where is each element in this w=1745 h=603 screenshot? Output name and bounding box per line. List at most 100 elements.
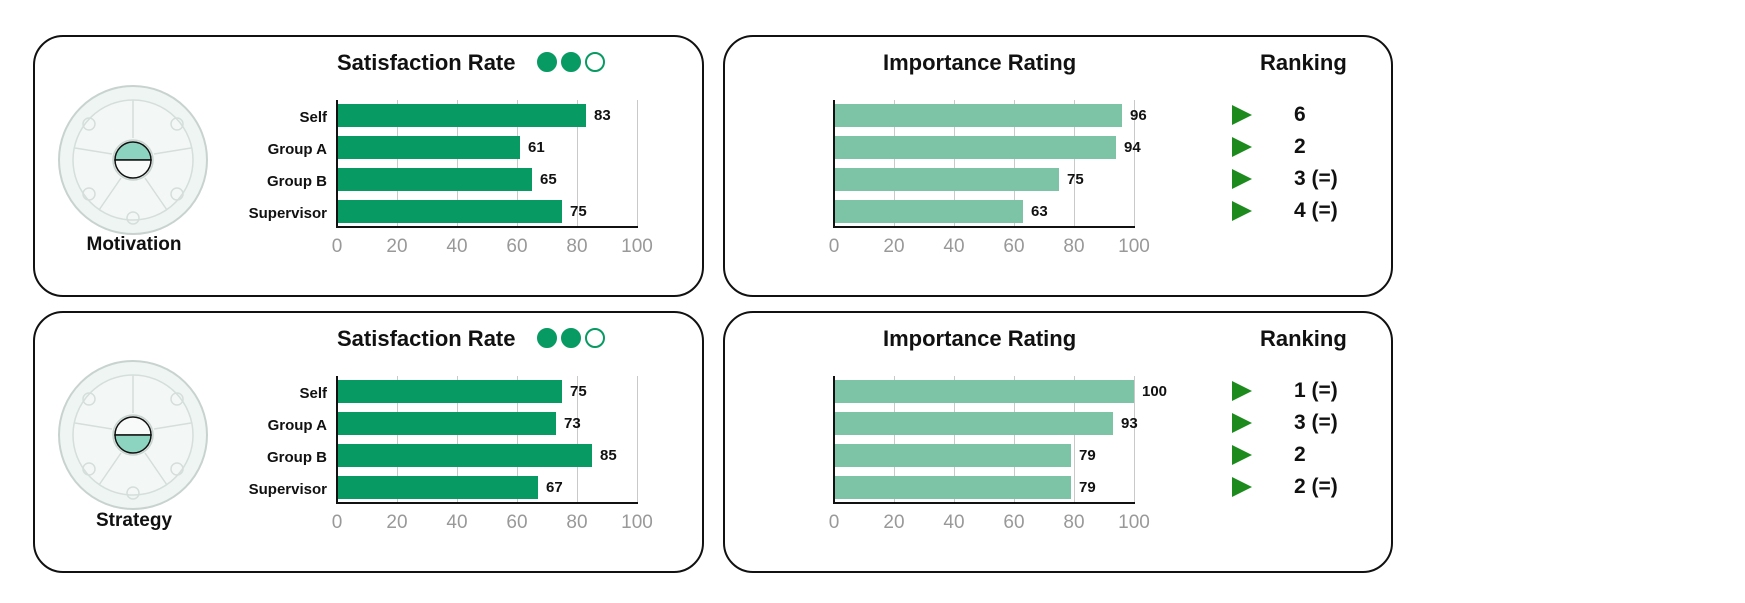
ranking-value: 2 bbox=[1294, 135, 1306, 158]
chart-tick-label: 80 bbox=[566, 236, 588, 257]
chart-data-label: 85 bbox=[600, 447, 617, 464]
chart-gridline bbox=[1134, 100, 1135, 228]
motivation-icon-highlight bbox=[114, 141, 152, 161]
chart-data-label: 75 bbox=[1067, 171, 1084, 188]
ranking-arrow-icon bbox=[1232, 413, 1252, 433]
chart-tick-label: 80 bbox=[566, 512, 588, 533]
chart-tick-label: 40 bbox=[446, 512, 468, 533]
chart-y-axis bbox=[336, 376, 338, 504]
chart-gridline bbox=[397, 100, 398, 228]
chart-x-axis bbox=[833, 226, 1135, 228]
ranking-value: 6 bbox=[1294, 103, 1306, 126]
strategy-icon-highlight bbox=[114, 434, 152, 454]
rating-dot-empty bbox=[585, 328, 605, 348]
rating-dot-filled bbox=[561, 328, 581, 348]
strategy-ranking-title: Ranking bbox=[1260, 326, 1347, 351]
ranking-value: 2 bbox=[1294, 443, 1306, 466]
chart-tick-label: 20 bbox=[386, 512, 408, 533]
ranking-arrow-icon bbox=[1232, 105, 1252, 125]
chart-tick-label: 20 bbox=[883, 236, 905, 257]
chart-tick-label: 80 bbox=[1063, 236, 1085, 257]
strategy-rating-dots bbox=[537, 328, 605, 348]
ranking-arrow-icon bbox=[1232, 381, 1252, 401]
chart-bar bbox=[834, 412, 1113, 435]
chart-data-label: 100 bbox=[1142, 383, 1168, 400]
chart-data-label: 63 bbox=[1031, 203, 1048, 220]
chart-tick-label: 60 bbox=[1003, 236, 1025, 257]
ranking-value: 1 (=) bbox=[1294, 379, 1338, 402]
chart-y-axis bbox=[833, 100, 835, 228]
chart-bar bbox=[337, 200, 562, 223]
ranking-arrow-icon bbox=[1232, 477, 1252, 497]
chart-gridline bbox=[517, 376, 518, 504]
chart-y-axis bbox=[336, 100, 338, 228]
strategy-satisfaction-title: Satisfaction Rate bbox=[337, 326, 516, 351]
motivation-importance-title: Importance Rating bbox=[883, 50, 1077, 75]
chart-data-label: 94 bbox=[1124, 139, 1141, 156]
chart-data-label: 96 bbox=[1130, 107, 1147, 124]
chart-data-label: 83 bbox=[594, 107, 611, 124]
chart-category-label: Group A bbox=[267, 141, 327, 158]
chart-gridline bbox=[577, 376, 578, 504]
motivation-satisfaction-title: Satisfaction Rate bbox=[337, 50, 516, 75]
motivation-ranking-title: Ranking bbox=[1260, 50, 1347, 75]
chart-gridline bbox=[1074, 376, 1075, 504]
chart-tick-label: 40 bbox=[446, 236, 468, 257]
chart-tick-label: 100 bbox=[1118, 512, 1150, 533]
chart-category-label: Group A bbox=[267, 417, 327, 434]
chart-bar bbox=[834, 168, 1059, 191]
chart-category-label: Self bbox=[299, 385, 327, 402]
strategy-wheel-icon bbox=[58, 360, 208, 510]
rating-dot-filled bbox=[561, 52, 581, 72]
chart-gridline bbox=[1074, 100, 1075, 228]
chart-tick-label: 100 bbox=[1118, 236, 1150, 257]
chart-tick-label: 0 bbox=[331, 512, 343, 533]
chart-bar bbox=[834, 476, 1071, 499]
chart-tick-label: 0 bbox=[828, 512, 840, 533]
chart-data-label: 79 bbox=[1079, 447, 1096, 464]
chart-bar bbox=[337, 444, 592, 467]
ranking-value: 3 (=) bbox=[1294, 411, 1338, 434]
ranking-arrow-icon bbox=[1232, 169, 1252, 189]
chart-gridline bbox=[1014, 100, 1015, 228]
strategy-label: Strategy bbox=[95, 510, 173, 531]
chart-gridline bbox=[954, 100, 955, 228]
chart-category-label: Self bbox=[299, 109, 327, 126]
chart-gridline bbox=[894, 376, 895, 504]
chart-bar bbox=[337, 476, 538, 499]
chart-bar bbox=[337, 412, 556, 435]
chart-gridline bbox=[894, 100, 895, 228]
rating-dot-empty bbox=[585, 52, 605, 72]
chart-tick-label: 100 bbox=[621, 236, 653, 257]
chart-bar bbox=[834, 444, 1071, 467]
motivation-rating-dots bbox=[537, 52, 605, 72]
chart-category-label: Supervisor bbox=[248, 481, 327, 498]
rating-dot-filled bbox=[537, 328, 557, 348]
chart-gridline bbox=[1014, 376, 1015, 504]
chart-gridline bbox=[577, 100, 578, 228]
motivation-wheel-icon bbox=[58, 85, 208, 235]
ranking-arrow-icon bbox=[1232, 137, 1252, 157]
chart-gridline bbox=[517, 100, 518, 228]
chart-x-axis bbox=[336, 502, 638, 504]
chart-bar bbox=[337, 168, 532, 191]
chart-bar bbox=[337, 380, 562, 403]
chart-bar bbox=[834, 380, 1134, 403]
chart-gridline bbox=[397, 376, 398, 504]
chart-data-label: 67 bbox=[546, 479, 563, 496]
chart-category-label: Group B bbox=[267, 173, 327, 190]
ranking-value: 3 (=) bbox=[1294, 167, 1338, 190]
chart-x-axis bbox=[336, 226, 638, 228]
chart-bar bbox=[834, 104, 1122, 127]
ranking-value: 4 (=) bbox=[1294, 199, 1338, 222]
chart-tick-label: 80 bbox=[1063, 512, 1085, 533]
strategy-importance-title: Importance Rating bbox=[883, 326, 1077, 351]
rating-dot-filled bbox=[537, 52, 557, 72]
chart-tick-label: 0 bbox=[331, 236, 343, 257]
chart-gridline bbox=[457, 376, 458, 504]
chart-gridline bbox=[637, 100, 638, 228]
chart-bar bbox=[337, 136, 520, 159]
chart-gridline bbox=[954, 376, 955, 504]
chart-data-label: 65 bbox=[540, 171, 557, 188]
chart-gridline bbox=[457, 100, 458, 228]
